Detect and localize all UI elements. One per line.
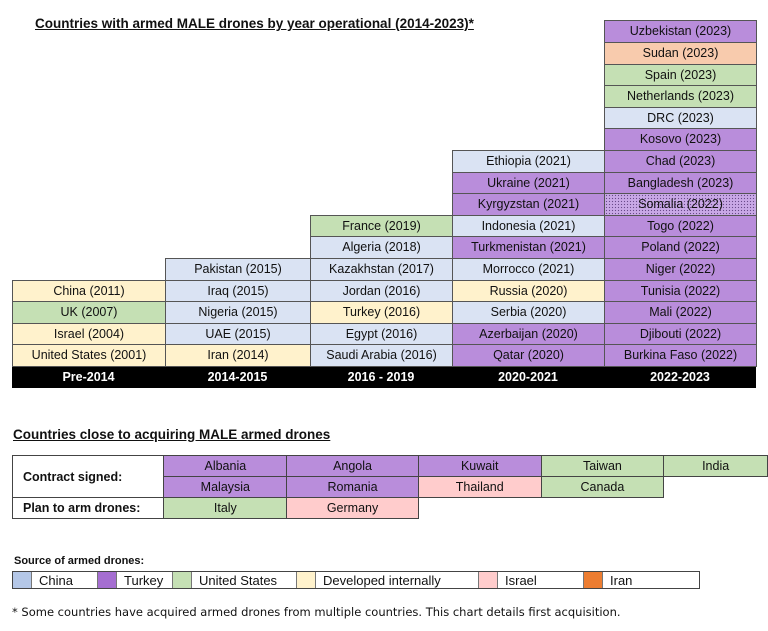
close-cell: Germany <box>286 497 419 519</box>
country-cell: Uzbekistan (2023) <box>604 20 757 43</box>
legend-swatch-iran <box>584 572 603 588</box>
country-cell: Israel (2004) <box>12 322 166 346</box>
country-cell: Morrocco (2021) <box>452 258 605 281</box>
chart-title: Countries with armed MALE drones by year… <box>35 16 474 31</box>
country-cell: Kazakhstan (2017) <box>310 258 453 281</box>
close-cell: Kuwait <box>417 455 542 477</box>
country-cell: Saudi Arabia (2016) <box>310 344 453 367</box>
country-cell: Azerbaijan (2020) <box>452 322 605 346</box>
country-cell: Iraq (2015) <box>165 279 311 303</box>
country-cell: Burkina Faso (2022) <box>604 344 757 367</box>
period-header: 2014-2015 <box>165 366 310 388</box>
period-header: 2022-2023 <box>604 366 756 388</box>
period-header: 2016 - 2019 <box>310 366 452 388</box>
close-to-acquiring-table: Contract signed: Albania Angola Kuwait T… <box>11 455 768 519</box>
empty-cell <box>664 498 768 519</box>
legend-swatch-developed-internally <box>297 572 316 588</box>
empty-cell <box>418 498 541 519</box>
country-cell: Sudan (2023) <box>604 42 757 65</box>
close-section-title: Countries close to acquiring MALE armed … <box>13 427 331 442</box>
country-cell: Spain (2023) <box>604 63 757 87</box>
country-cell: Nigeria (2015) <box>165 301 311 324</box>
country-cell: Niger (2022) <box>604 258 757 281</box>
close-cell: Angola <box>286 455 419 477</box>
country-cell: UAE (2015) <box>165 322 311 346</box>
country-cell: Indonesia (2021) <box>452 214 605 238</box>
close-cell: Canada <box>540 476 665 498</box>
country-cell: UK (2007) <box>12 301 166 324</box>
legend-label-israel: Israel <box>498 572 584 588</box>
legend: China Turkey United States Developed int… <box>12 571 700 589</box>
footnote: * Some countries have acquired armed dro… <box>12 605 621 619</box>
contract-signed-label: Contract signed: <box>11 455 165 498</box>
timeline-chart: Pre-2014 United States (2001) Israel (2004… <box>12 20 757 388</box>
close-cell: Malaysia <box>163 476 288 498</box>
legend-swatch-turkey <box>98 572 117 588</box>
legend-label-iran: Iran <box>610 573 633 588</box>
empty-cell <box>541 498 664 519</box>
legend-label-turkey: Turkey <box>117 572 173 588</box>
close-cell: Taiwan <box>540 455 665 477</box>
country-cell: Turkmenistan (2021) <box>452 236 605 259</box>
country-cell: Russia (2020) <box>452 279 605 303</box>
country-cell: Jordan (2016) <box>310 279 453 303</box>
country-cell: Poland (2022) <box>604 236 757 259</box>
country-cell: Togo (2022) <box>604 214 757 238</box>
country-cell: Ukraine (2021) <box>452 171 605 195</box>
close-cell: Romania <box>286 476 419 498</box>
legend-swatch-china <box>13 572 32 588</box>
plan-to-arm-label: Plan to arm drones: <box>11 497 165 519</box>
close-cell: Italy <box>163 497 288 519</box>
country-cell: Mali (2022) <box>604 301 757 324</box>
period-header: 2020-2021 <box>452 366 604 388</box>
country-cell: Somalia (2022) <box>604 193 757 216</box>
country-cell: Djibouti (2022) <box>604 322 757 346</box>
country-cell: United States (2001) <box>12 344 166 367</box>
country-cell: Tunisia (2022) <box>604 279 757 303</box>
legend-label-china: China <box>32 572 98 588</box>
empty-cell <box>664 477 768 498</box>
country-cell: Bangladesh (2023) <box>604 171 757 195</box>
country-cell: China (2011) <box>12 279 166 303</box>
legend-label-united-states: United States <box>192 572 297 588</box>
close-cell: Albania <box>163 455 288 477</box>
country-cell: Kosovo (2023) <box>604 128 757 151</box>
country-cell: Turkey (2016) <box>310 301 453 324</box>
country-cell: Chad (2023) <box>604 150 757 173</box>
country-cell: Pakistan (2015) <box>165 258 311 281</box>
period-header: Pre-2014 <box>12 366 165 388</box>
country-cell: DRC (2023) <box>604 106 757 130</box>
country-cell: Iran (2014) <box>165 344 311 367</box>
country-cell: Netherlands (2023) <box>604 85 757 108</box>
country-cell: Ethiopia (2021) <box>452 150 605 173</box>
close-cell: India <box>663 455 768 477</box>
country-cell: Kyrgyzstan (2021) <box>452 193 605 216</box>
legend-label-developed-internally: Developed internally <box>316 572 479 588</box>
country-cell: Algeria (2018) <box>310 236 453 259</box>
country-cell: France (2019) <box>310 214 453 238</box>
country-cell: Qatar (2020) <box>452 344 605 367</box>
close-cell: Thailand <box>417 476 542 498</box>
country-cell: Serbia (2020) <box>452 301 605 324</box>
legend-title: Source of armed drones: <box>14 555 145 567</box>
country-cell: Egypt (2016) <box>310 322 453 346</box>
legend-swatch-united-states <box>173 572 192 588</box>
legend-swatch-israel <box>479 572 498 588</box>
